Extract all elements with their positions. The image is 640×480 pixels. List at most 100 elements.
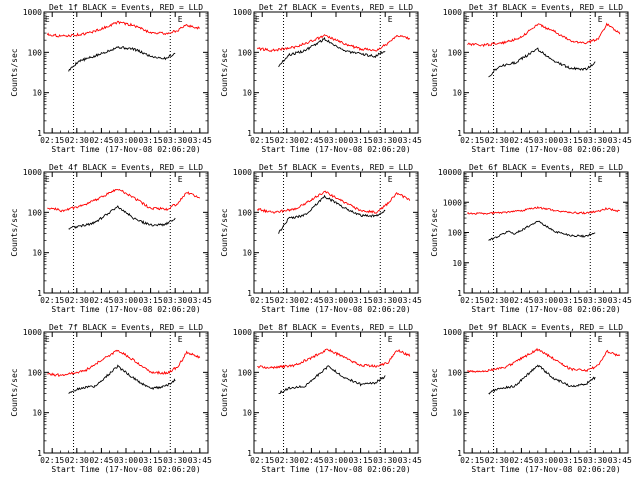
panel-9: Det 9f BLACK = Events, RED = LLD 1 10 100 10… xyxy=(430,323,632,474)
y-tick-label: 1000 xyxy=(23,168,42,177)
x-tick-label: 03:00 xyxy=(324,136,348,145)
x-tick-label: 02:30 xyxy=(65,296,89,305)
y-tick-label: 1000 xyxy=(233,8,252,17)
series-line-events xyxy=(278,36,386,68)
x-tick-label: 03:45 xyxy=(608,296,632,305)
x-tick-label: 03:00 xyxy=(324,296,348,305)
x-tick-label: 02:30 xyxy=(65,136,89,145)
x-tick-label: 02:15 xyxy=(40,136,64,145)
x-tick-label: 02:30 xyxy=(65,456,89,465)
y-tick-label: 1 xyxy=(457,289,462,298)
x-tick-label: 03:00 xyxy=(114,296,138,305)
panel-5: Det 5f BLACK = Events, RED = LLD 1 10 100 10… xyxy=(220,163,422,314)
panel-4: Det 4f BLACK = Events, RED = LLD 1 10 100 10… xyxy=(10,163,212,314)
y-axis-label: Counts/sec xyxy=(430,368,439,416)
series-line-lld xyxy=(467,22,621,48)
series-line-events xyxy=(278,365,386,394)
y-tick-label: 10000 xyxy=(438,168,462,177)
x-tick-label: 03:15 xyxy=(349,136,373,145)
panel-title: Det 3f BLACK = Events, RED = LLD xyxy=(469,3,623,12)
series-line-events xyxy=(278,194,386,234)
series-line-lld xyxy=(46,20,201,38)
series-line-events xyxy=(68,364,176,394)
x-axis-label: Start Time (17-Nov-08 02:06:20) xyxy=(51,465,200,474)
y-tick-label: 100 xyxy=(448,368,463,377)
x-tick-label: 03:30 xyxy=(373,296,397,305)
x-tick-label: 03:30 xyxy=(163,296,187,305)
event-marker: E xyxy=(255,15,260,24)
x-axis-label: Start Time (17-Nov-08 02:06:20) xyxy=(261,145,410,154)
y-tick-label: 100 xyxy=(448,48,463,57)
event-marker: E xyxy=(178,335,183,344)
event-marker: E xyxy=(388,335,393,344)
event-marker: E xyxy=(465,15,470,24)
event-marker: E xyxy=(465,175,470,184)
y-tick-label: 1 xyxy=(37,449,42,458)
event-marker: E xyxy=(598,175,603,184)
x-tick-label: 02:30 xyxy=(275,456,299,465)
x-tick-label: 03:30 xyxy=(373,456,397,465)
series-line-events xyxy=(488,47,596,78)
x-tick-label: 02:45 xyxy=(89,456,113,465)
x-tick-label: 03:30 xyxy=(163,456,187,465)
y-tick-label: 10 xyxy=(452,259,462,268)
panel-6: Det 6f BLACK = Events, RED = LLD 1 10 100 10… xyxy=(430,163,632,314)
event-marker: E xyxy=(598,335,603,344)
panel-title: Det 2f BLACK = Events, RED = LLD xyxy=(259,3,413,12)
x-tick-label: 03:15 xyxy=(349,296,373,305)
x-tick-label: 02:15 xyxy=(40,456,64,465)
y-axis-label: Counts/sec xyxy=(220,208,229,256)
y-tick-label: 100 xyxy=(28,368,43,377)
series-line-events xyxy=(488,364,596,395)
x-tick-label: 03:15 xyxy=(139,296,163,305)
y-tick-label: 1 xyxy=(37,129,42,138)
plot-frame xyxy=(463,171,629,294)
x-tick-label: 02:45 xyxy=(299,456,323,465)
panel-title: Det 1f BLACK = Events, RED = LLD xyxy=(49,3,203,12)
y-axis-label: Counts/sec xyxy=(10,368,19,416)
x-axis-label: Start Time (17-Nov-08 02:06:20) xyxy=(261,465,410,474)
panel-title: Det 7f BLACK = Events, RED = LLD xyxy=(49,323,203,332)
plot-frame xyxy=(43,11,209,134)
series-line-lld xyxy=(256,34,411,53)
y-tick-label: 1 xyxy=(457,129,462,138)
panel-7: Det 7f BLACK = Events, RED = LLD 1 10 100 10… xyxy=(10,323,212,474)
event-marker: E xyxy=(388,175,393,184)
plot-frame xyxy=(463,331,629,454)
x-tick-label: 02:15 xyxy=(40,296,64,305)
series-line-events xyxy=(488,220,596,241)
panel-title: Det 8f BLACK = Events, RED = LLD xyxy=(259,323,413,332)
x-tick-label: 03:00 xyxy=(324,456,348,465)
series-line-lld xyxy=(466,206,620,215)
x-tick-label: 03:45 xyxy=(398,456,422,465)
x-tick-label: 02:45 xyxy=(89,296,113,305)
plot-frame xyxy=(43,331,209,454)
y-axis-label: Counts/sec xyxy=(430,208,439,256)
x-tick-label: 02:30 xyxy=(485,296,509,305)
x-tick-label: 03:45 xyxy=(608,136,632,145)
x-tick-label: 02:45 xyxy=(509,136,533,145)
series-line-lld xyxy=(256,190,411,214)
x-tick-label: 03:30 xyxy=(583,296,607,305)
y-tick-label: 10 xyxy=(242,409,252,418)
y-tick-label: 1 xyxy=(247,289,252,298)
x-tick-label: 02:30 xyxy=(275,296,299,305)
y-tick-label: 1000 xyxy=(443,198,462,207)
y-axis-label: Counts/sec xyxy=(10,208,19,256)
x-tick-label: 03:30 xyxy=(583,136,607,145)
x-axis-label: Start Time (17-Nov-08 02:06:20) xyxy=(51,305,200,314)
x-tick-label: 03:45 xyxy=(188,296,212,305)
y-tick-label: 1 xyxy=(457,449,462,458)
series-line-lld xyxy=(47,188,201,213)
event-marker: E xyxy=(45,335,50,344)
event-marker: E xyxy=(178,15,183,24)
event-marker: E xyxy=(45,175,50,184)
y-tick-label: 100 xyxy=(28,48,43,57)
panel-3: Det 3f BLACK = Events, RED = LLD 1 10 100 10… xyxy=(430,3,632,154)
x-tick-label: 02:45 xyxy=(299,136,323,145)
y-tick-label: 1000 xyxy=(23,328,42,337)
event-marker: E xyxy=(388,15,393,24)
y-tick-label: 10 xyxy=(32,409,42,418)
